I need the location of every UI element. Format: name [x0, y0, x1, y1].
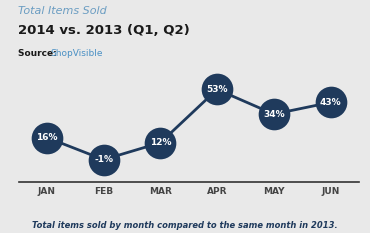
- Text: 2014 vs. 2013 (Q1, Q2): 2014 vs. 2013 (Q1, Q2): [18, 24, 190, 38]
- Point: [157, 141, 163, 145]
- Point: [44, 136, 50, 139]
- Text: Source:: Source:: [18, 49, 60, 58]
- Text: -1%: -1%: [94, 155, 113, 164]
- Point: [101, 158, 107, 161]
- Text: 43%: 43%: [320, 98, 342, 107]
- Text: 16%: 16%: [36, 133, 58, 142]
- Point: [214, 88, 220, 91]
- Point: [327, 101, 333, 104]
- Text: Total Items Sold: Total Items Sold: [18, 6, 107, 16]
- Text: 12%: 12%: [149, 138, 171, 147]
- Text: 34%: 34%: [263, 110, 285, 119]
- Point: [271, 112, 277, 116]
- Text: ShopVisible: ShopVisible: [50, 49, 102, 58]
- Text: Total items sold by month compared to the same month in 2013.: Total items sold by month compared to th…: [32, 220, 338, 230]
- Text: 53%: 53%: [206, 85, 228, 94]
